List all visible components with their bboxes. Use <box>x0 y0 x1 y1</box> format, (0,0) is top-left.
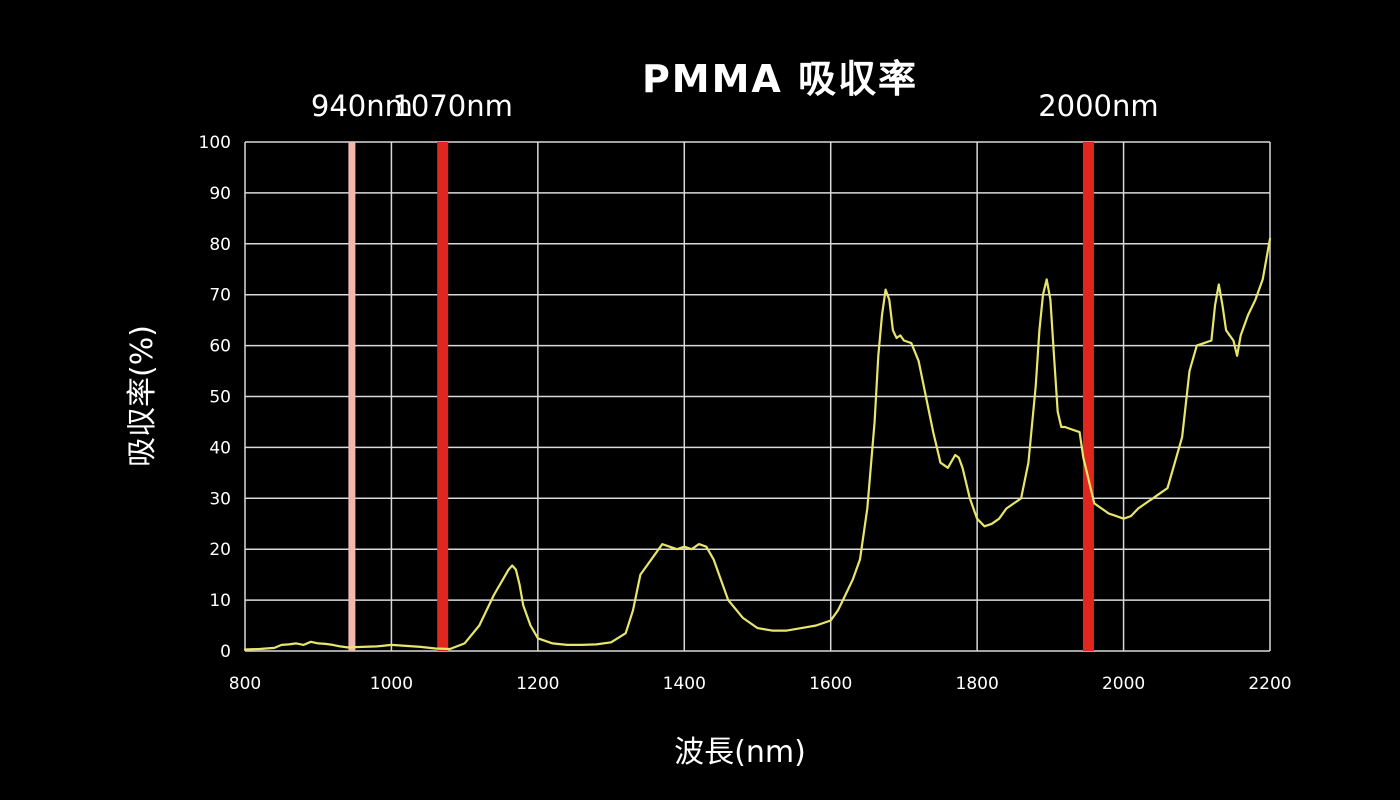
x-tick-label: 2000 <box>1102 674 1145 694</box>
x-tick-label: 2200 <box>1248 674 1291 694</box>
x-tick-label: 1400 <box>663 674 706 694</box>
y-tick-label: 70 <box>209 286 231 306</box>
x-axis-title: 波長(nm) <box>674 735 806 770</box>
wavelength-marker-line <box>1082 142 1094 651</box>
x-tick-label: 1000 <box>370 674 413 694</box>
y-tick-label: 60 <box>209 337 231 357</box>
chart-title: PMMA 吸収率 <box>642 57 918 101</box>
x-tick-label: 1800 <box>956 674 999 694</box>
x-tick-label: 1600 <box>809 674 852 694</box>
y-tick-label: 40 <box>209 438 231 458</box>
y-tick-label: 20 <box>209 540 231 560</box>
series-layer <box>243 237 1272 651</box>
y-tick-label: 0 <box>220 642 231 662</box>
x-tick-label: 1200 <box>516 674 559 694</box>
y-tick-label: 30 <box>209 489 231 509</box>
y-tick-label: 100 <box>199 133 231 153</box>
wavelength-marker-label: 1070nm <box>392 89 512 123</box>
wavelength-marker-line <box>437 142 449 651</box>
wavelength-marker-line <box>348 142 356 651</box>
y-tick-label: 10 <box>209 591 231 611</box>
wavelength-marker-label: 2000nm <box>1038 89 1158 123</box>
y-axis-title: 吸収率(%) <box>125 325 160 467</box>
x-tick-label: 800 <box>229 674 261 694</box>
wavelength-marker-label: 940nm <box>311 89 413 123</box>
y-tick-label: 50 <box>209 388 231 408</box>
absorption-series-line <box>243 237 1272 651</box>
y-tick-label: 90 <box>209 184 231 204</box>
y-tick-label: 80 <box>209 235 231 255</box>
grid-layer <box>244 141 1271 652</box>
tick-layer: 0 10 20 30 40 50 60 70 80 90 100 800 1000 1200 1400 160… <box>199 133 1292 694</box>
